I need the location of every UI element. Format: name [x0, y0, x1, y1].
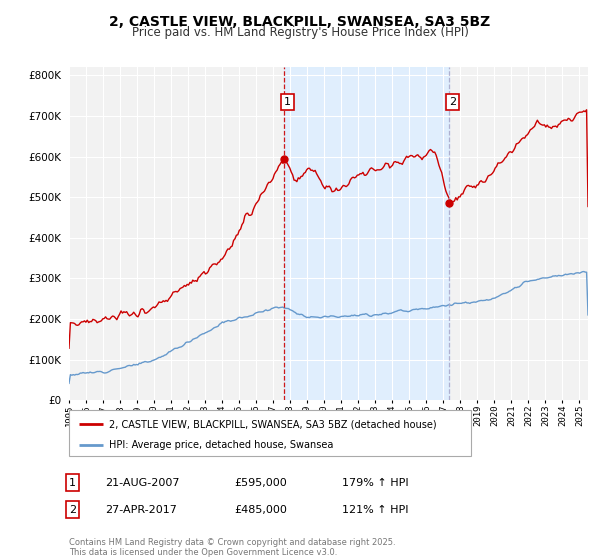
- Text: £485,000: £485,000: [234, 505, 287, 515]
- Text: £595,000: £595,000: [234, 478, 287, 488]
- Text: 1: 1: [69, 478, 76, 488]
- Text: 121% ↑ HPI: 121% ↑ HPI: [342, 505, 409, 515]
- Bar: [284, 67, 449, 400]
- Text: 2, CASTLE VIEW, BLACKPILL, SWANSEA, SA3 5BZ (detached house): 2, CASTLE VIEW, BLACKPILL, SWANSEA, SA3 …: [109, 419, 437, 430]
- Text: 1: 1: [284, 97, 291, 107]
- Text: 2: 2: [449, 97, 456, 107]
- Text: 2: 2: [69, 505, 76, 515]
- Text: Price paid vs. HM Land Registry's House Price Index (HPI): Price paid vs. HM Land Registry's House …: [131, 26, 469, 39]
- Text: 179% ↑ HPI: 179% ↑ HPI: [342, 478, 409, 488]
- Text: HPI: Average price, detached house, Swansea: HPI: Average price, detached house, Swan…: [109, 440, 334, 450]
- Text: Contains HM Land Registry data © Crown copyright and database right 2025.
This d: Contains HM Land Registry data © Crown c…: [69, 538, 395, 557]
- Text: 27-APR-2017: 27-APR-2017: [105, 505, 177, 515]
- FancyBboxPatch shape: [69, 410, 471, 456]
- Text: 21-AUG-2007: 21-AUG-2007: [105, 478, 179, 488]
- Text: 2, CASTLE VIEW, BLACKPILL, SWANSEA, SA3 5BZ: 2, CASTLE VIEW, BLACKPILL, SWANSEA, SA3 …: [109, 15, 491, 29]
